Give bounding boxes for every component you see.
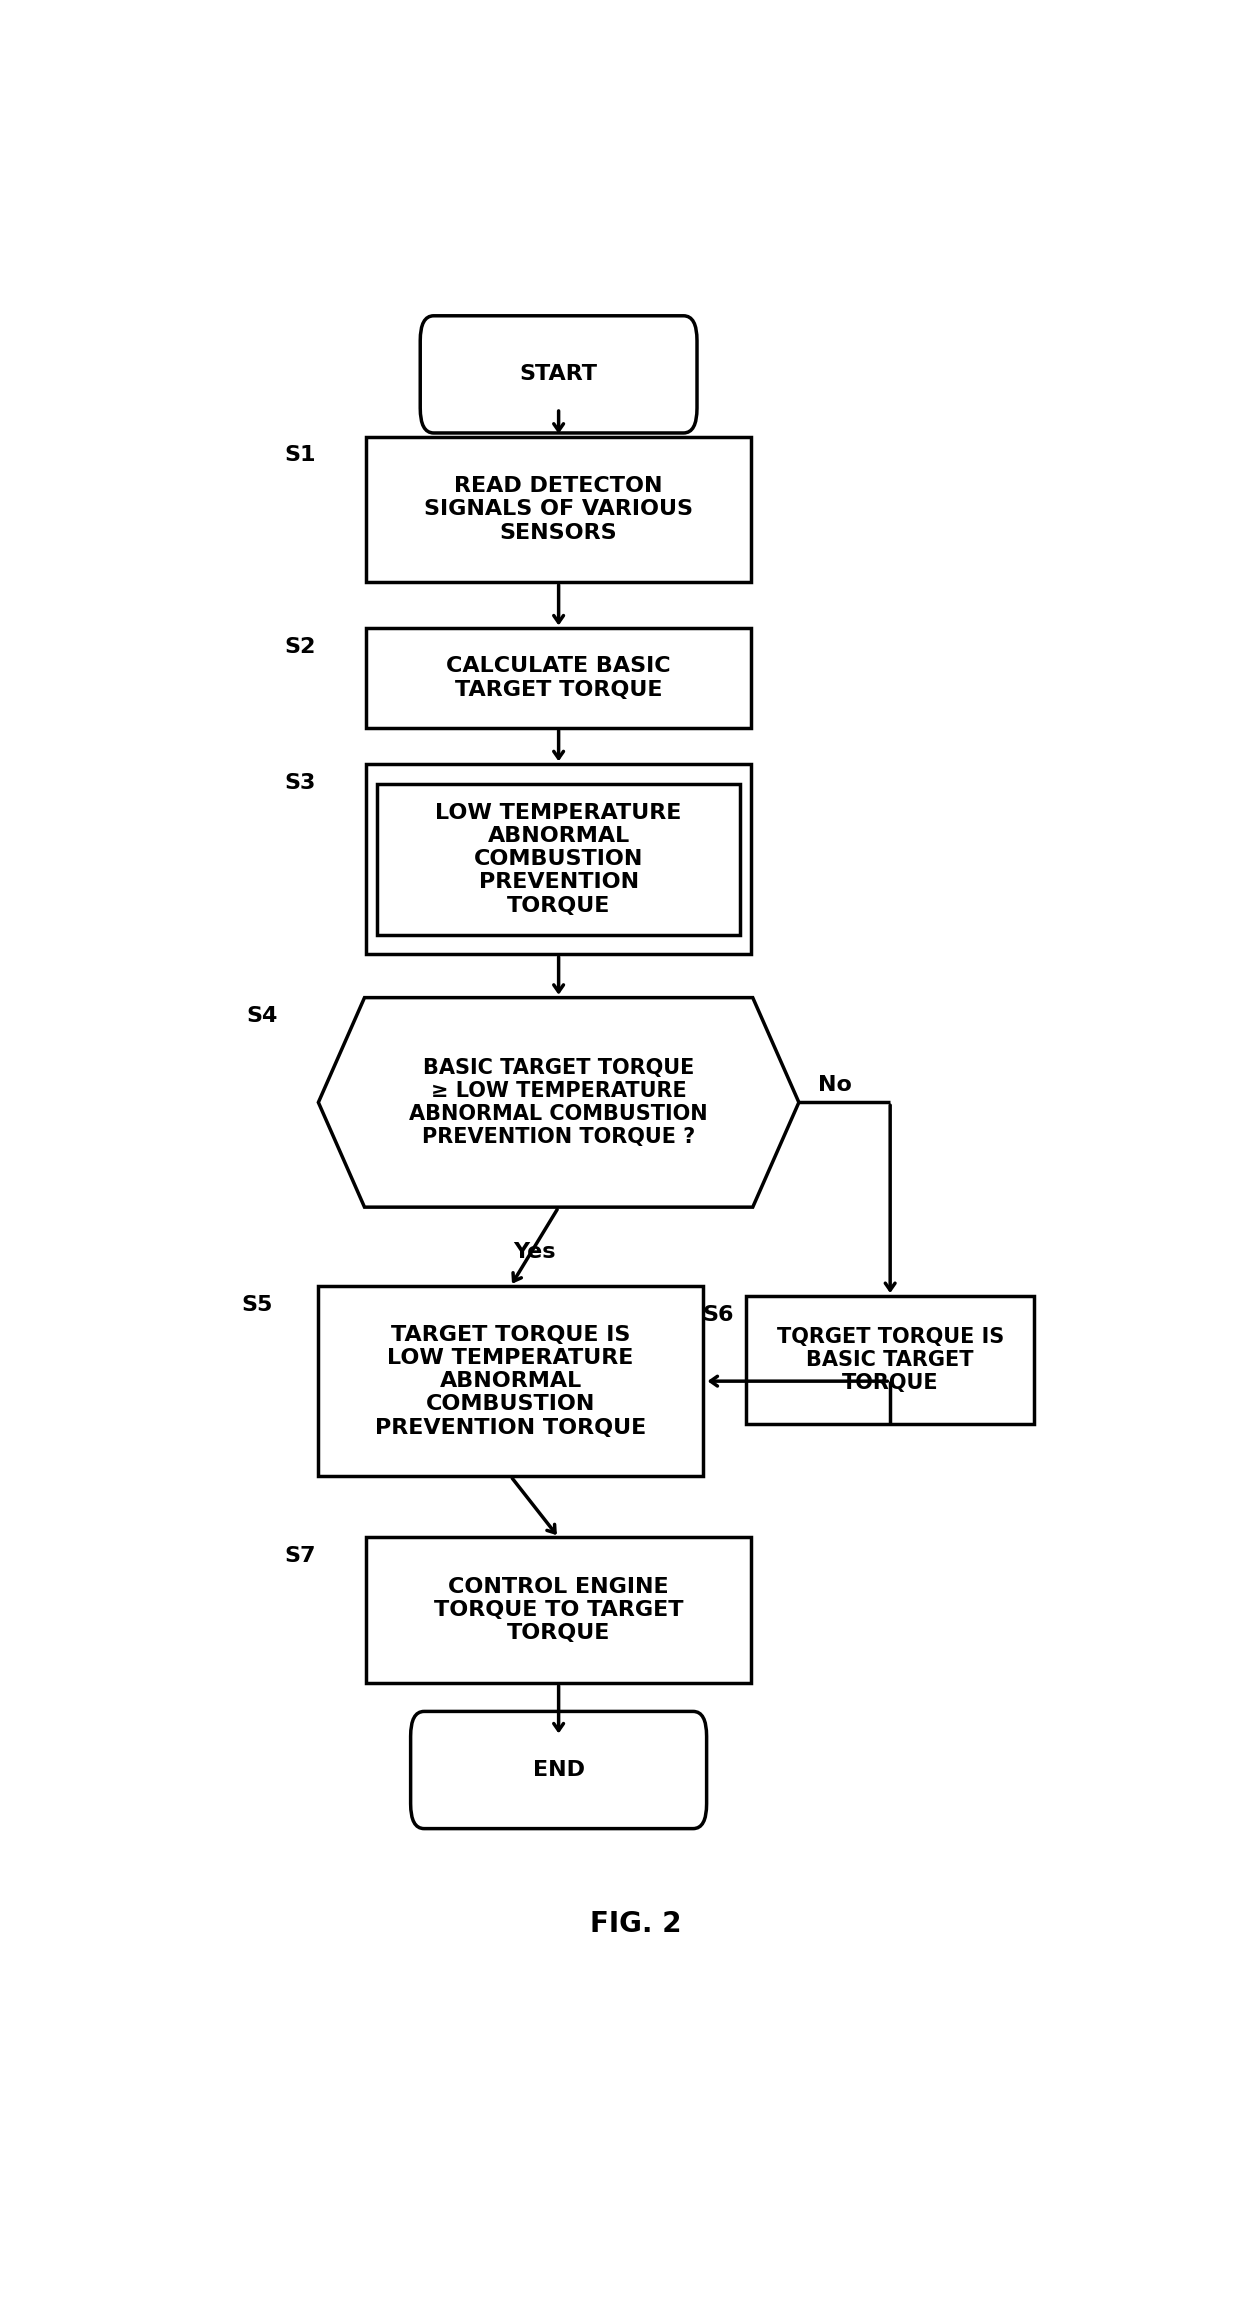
Text: LOW TEMPERATURE
ABNORMAL
COMBUSTION
PREVENTION
TORQUE: LOW TEMPERATURE ABNORMAL COMBUSTION PREV…	[435, 802, 682, 915]
Text: END: END	[533, 1759, 584, 1780]
Text: FIG. 2: FIG. 2	[590, 1909, 681, 1939]
Text: S7: S7	[285, 1547, 316, 1566]
FancyBboxPatch shape	[420, 316, 697, 434]
Text: Yes: Yes	[513, 1241, 556, 1261]
Bar	[367, 763, 750, 955]
Text: S5: S5	[242, 1296, 273, 1314]
Text: TQRGET TORQUE IS
BASIC TARGET
TORQUE: TQRGET TORQUE IS BASIC TARGET TORQUE	[776, 1326, 1004, 1393]
Text: S3: S3	[285, 773, 316, 793]
Bar	[367, 627, 750, 729]
Text: S1: S1	[285, 445, 316, 466]
Text: READ DETECTON
SIGNALS OF VARIOUS
SENSORS: READ DETECTON SIGNALS OF VARIOUS SENSORS	[424, 475, 693, 542]
Bar	[377, 784, 740, 934]
Text: S4: S4	[247, 1005, 278, 1026]
Text: No: No	[818, 1075, 852, 1095]
Text: S2: S2	[285, 636, 316, 657]
Text: CALCULATE BASIC
TARGET TORQUE: CALCULATE BASIC TARGET TORQUE	[446, 657, 671, 699]
Bar	[367, 436, 750, 581]
FancyBboxPatch shape	[410, 1711, 707, 1829]
Text: START: START	[520, 364, 598, 385]
Text: CONTROL ENGINE
TORQUE TO TARGET
TORQUE: CONTROL ENGINE TORQUE TO TARGET TORQUE	[434, 1577, 683, 1644]
Bar	[367, 1538, 750, 1683]
Text: BASIC TARGET TORQUE
≥ LOW TEMPERATURE
ABNORMAL COMBUSTION
PREVENTION TORQUE ?: BASIC TARGET TORQUE ≥ LOW TEMPERATURE AB…	[409, 1058, 708, 1146]
Bar	[319, 1287, 703, 1476]
Polygon shape	[319, 998, 799, 1206]
Text: TARGET TORQUE IS
LOW TEMPERATURE
ABNORMAL
COMBUSTION
PREVENTION TORQUE: TARGET TORQUE IS LOW TEMPERATURE ABNORMA…	[374, 1324, 646, 1437]
Bar	[746, 1296, 1034, 1423]
Text: S6: S6	[703, 1305, 734, 1326]
